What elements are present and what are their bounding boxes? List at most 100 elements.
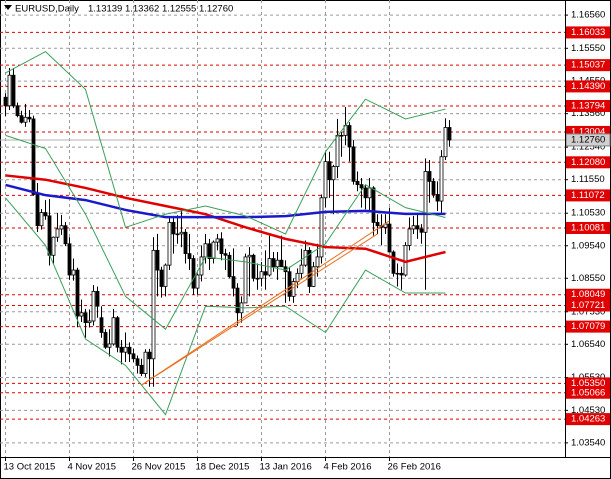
level-label: 1.10081 — [571, 222, 605, 233]
candle-body — [171, 222, 176, 235]
indicator-line — [5, 197, 446, 416]
candle-body — [175, 233, 180, 236]
candle-body — [63, 225, 68, 245]
candle-body — [387, 223, 392, 253]
x-tick-label: 4 Nov 2015 — [68, 462, 117, 473]
candle-body — [407, 228, 412, 246]
candle-body — [143, 351, 148, 374]
level-label: 1.05350 — [571, 378, 605, 389]
candle-body — [187, 253, 192, 259]
indicator-line — [5, 134, 446, 330]
chart-title: EURUSD,Daily — [15, 4, 79, 15]
candle-body — [159, 269, 164, 287]
y-tick-label: 1.09540 — [571, 240, 605, 251]
candle-body — [227, 254, 232, 278]
candle-body — [39, 212, 44, 227]
level-label-box — [566, 221, 610, 234]
level-label-box — [566, 156, 610, 169]
x-tick-label: 4 Feb 2016 — [324, 462, 372, 473]
candle-body — [431, 180, 436, 195]
candle-body — [107, 343, 112, 348]
candle-body — [207, 243, 212, 259]
candle-body — [399, 272, 404, 276]
candle-body — [307, 249, 312, 287]
plot — [3, 50, 452, 416]
level-label: 1.07079 — [571, 321, 605, 332]
y-tick-label: 1.10530 — [571, 208, 605, 219]
candle-body — [327, 161, 332, 181]
level-label: 1.11072 — [571, 190, 605, 201]
candle-body — [191, 258, 196, 289]
indicator-line — [5, 50, 446, 235]
candle-body — [339, 134, 344, 137]
candle-body — [115, 317, 120, 348]
candle-body — [323, 161, 328, 199]
candle-body — [151, 249, 156, 360]
candle-body — [315, 256, 320, 268]
level-label: 1.14390 — [571, 81, 605, 92]
candle-body — [219, 238, 224, 255]
candle-body — [87, 320, 92, 324]
candle-body — [331, 166, 336, 181]
level-label-box — [566, 99, 610, 112]
y-tick-label: 1.16560 — [571, 10, 605, 21]
candle-body — [99, 317, 104, 333]
candle-body — [31, 118, 36, 195]
candle-body — [363, 187, 368, 199]
candle-body — [335, 134, 340, 167]
candle-body — [79, 312, 84, 317]
level-label: 1.07721 — [571, 300, 605, 311]
candle-body — [415, 225, 420, 230]
y-tick-label: 1.06540 — [571, 339, 605, 350]
candle-body — [111, 317, 116, 345]
y-tick-label: 1.12540 — [571, 142, 605, 153]
level-label-box — [566, 377, 610, 390]
candle-body — [243, 256, 248, 304]
candle-body — [251, 254, 256, 279]
candle-body — [299, 264, 304, 274]
x-tick-label: 26 Nov 2015 — [132, 462, 186, 473]
trend-line — [141, 220, 390, 386]
ohlc-info: 1.13139 1.13362 1.12555 1.12760 — [88, 4, 233, 15]
candle-body — [163, 264, 168, 287]
candle-body — [347, 125, 352, 148]
candle-body — [411, 225, 416, 230]
candle-body — [351, 146, 356, 182]
candle-body — [135, 358, 140, 366]
candle-body — [15, 105, 20, 117]
x-tick-label: 26 Feb 2016 — [388, 462, 441, 473]
y-tick-label: 1.13560 — [571, 108, 605, 119]
trend-line — [141, 233, 378, 386]
x-tick-label: 18 Dec 2015 — [196, 462, 250, 473]
level-label-box — [566, 386, 610, 399]
candle-body — [311, 266, 316, 287]
candle-body — [367, 187, 372, 199]
y-tick-label: 1.03540 — [571, 437, 605, 448]
candle-body — [443, 127, 448, 158]
candle-body — [371, 187, 376, 223]
candle-body — [27, 116, 32, 120]
candle-body — [259, 271, 264, 279]
candle-body — [375, 222, 380, 227]
candle-body — [211, 241, 216, 259]
candle-body — [91, 291, 96, 322]
candle-body — [427, 171, 432, 182]
y-tick-label: 1.08550 — [571, 273, 605, 284]
candle-body — [439, 156, 444, 202]
candle-body — [103, 332, 108, 348]
level-label: 1.16033 — [571, 27, 605, 38]
title-icon — [4, 5, 12, 10]
candle-body — [447, 127, 452, 141]
candle-body — [131, 353, 136, 360]
level-label: 1.12080 — [571, 157, 605, 168]
candle-body — [287, 271, 292, 297]
level-label: 1.15037 — [571, 60, 605, 71]
candle-body — [235, 287, 240, 314]
candle-body — [183, 231, 188, 255]
candle-body — [19, 115, 24, 123]
candle-body — [223, 253, 228, 256]
level-label-box — [566, 320, 610, 333]
candle-body — [355, 180, 360, 186]
axes: 1.165601.155501.145501.135601.125401.115… — [4, 10, 611, 473]
